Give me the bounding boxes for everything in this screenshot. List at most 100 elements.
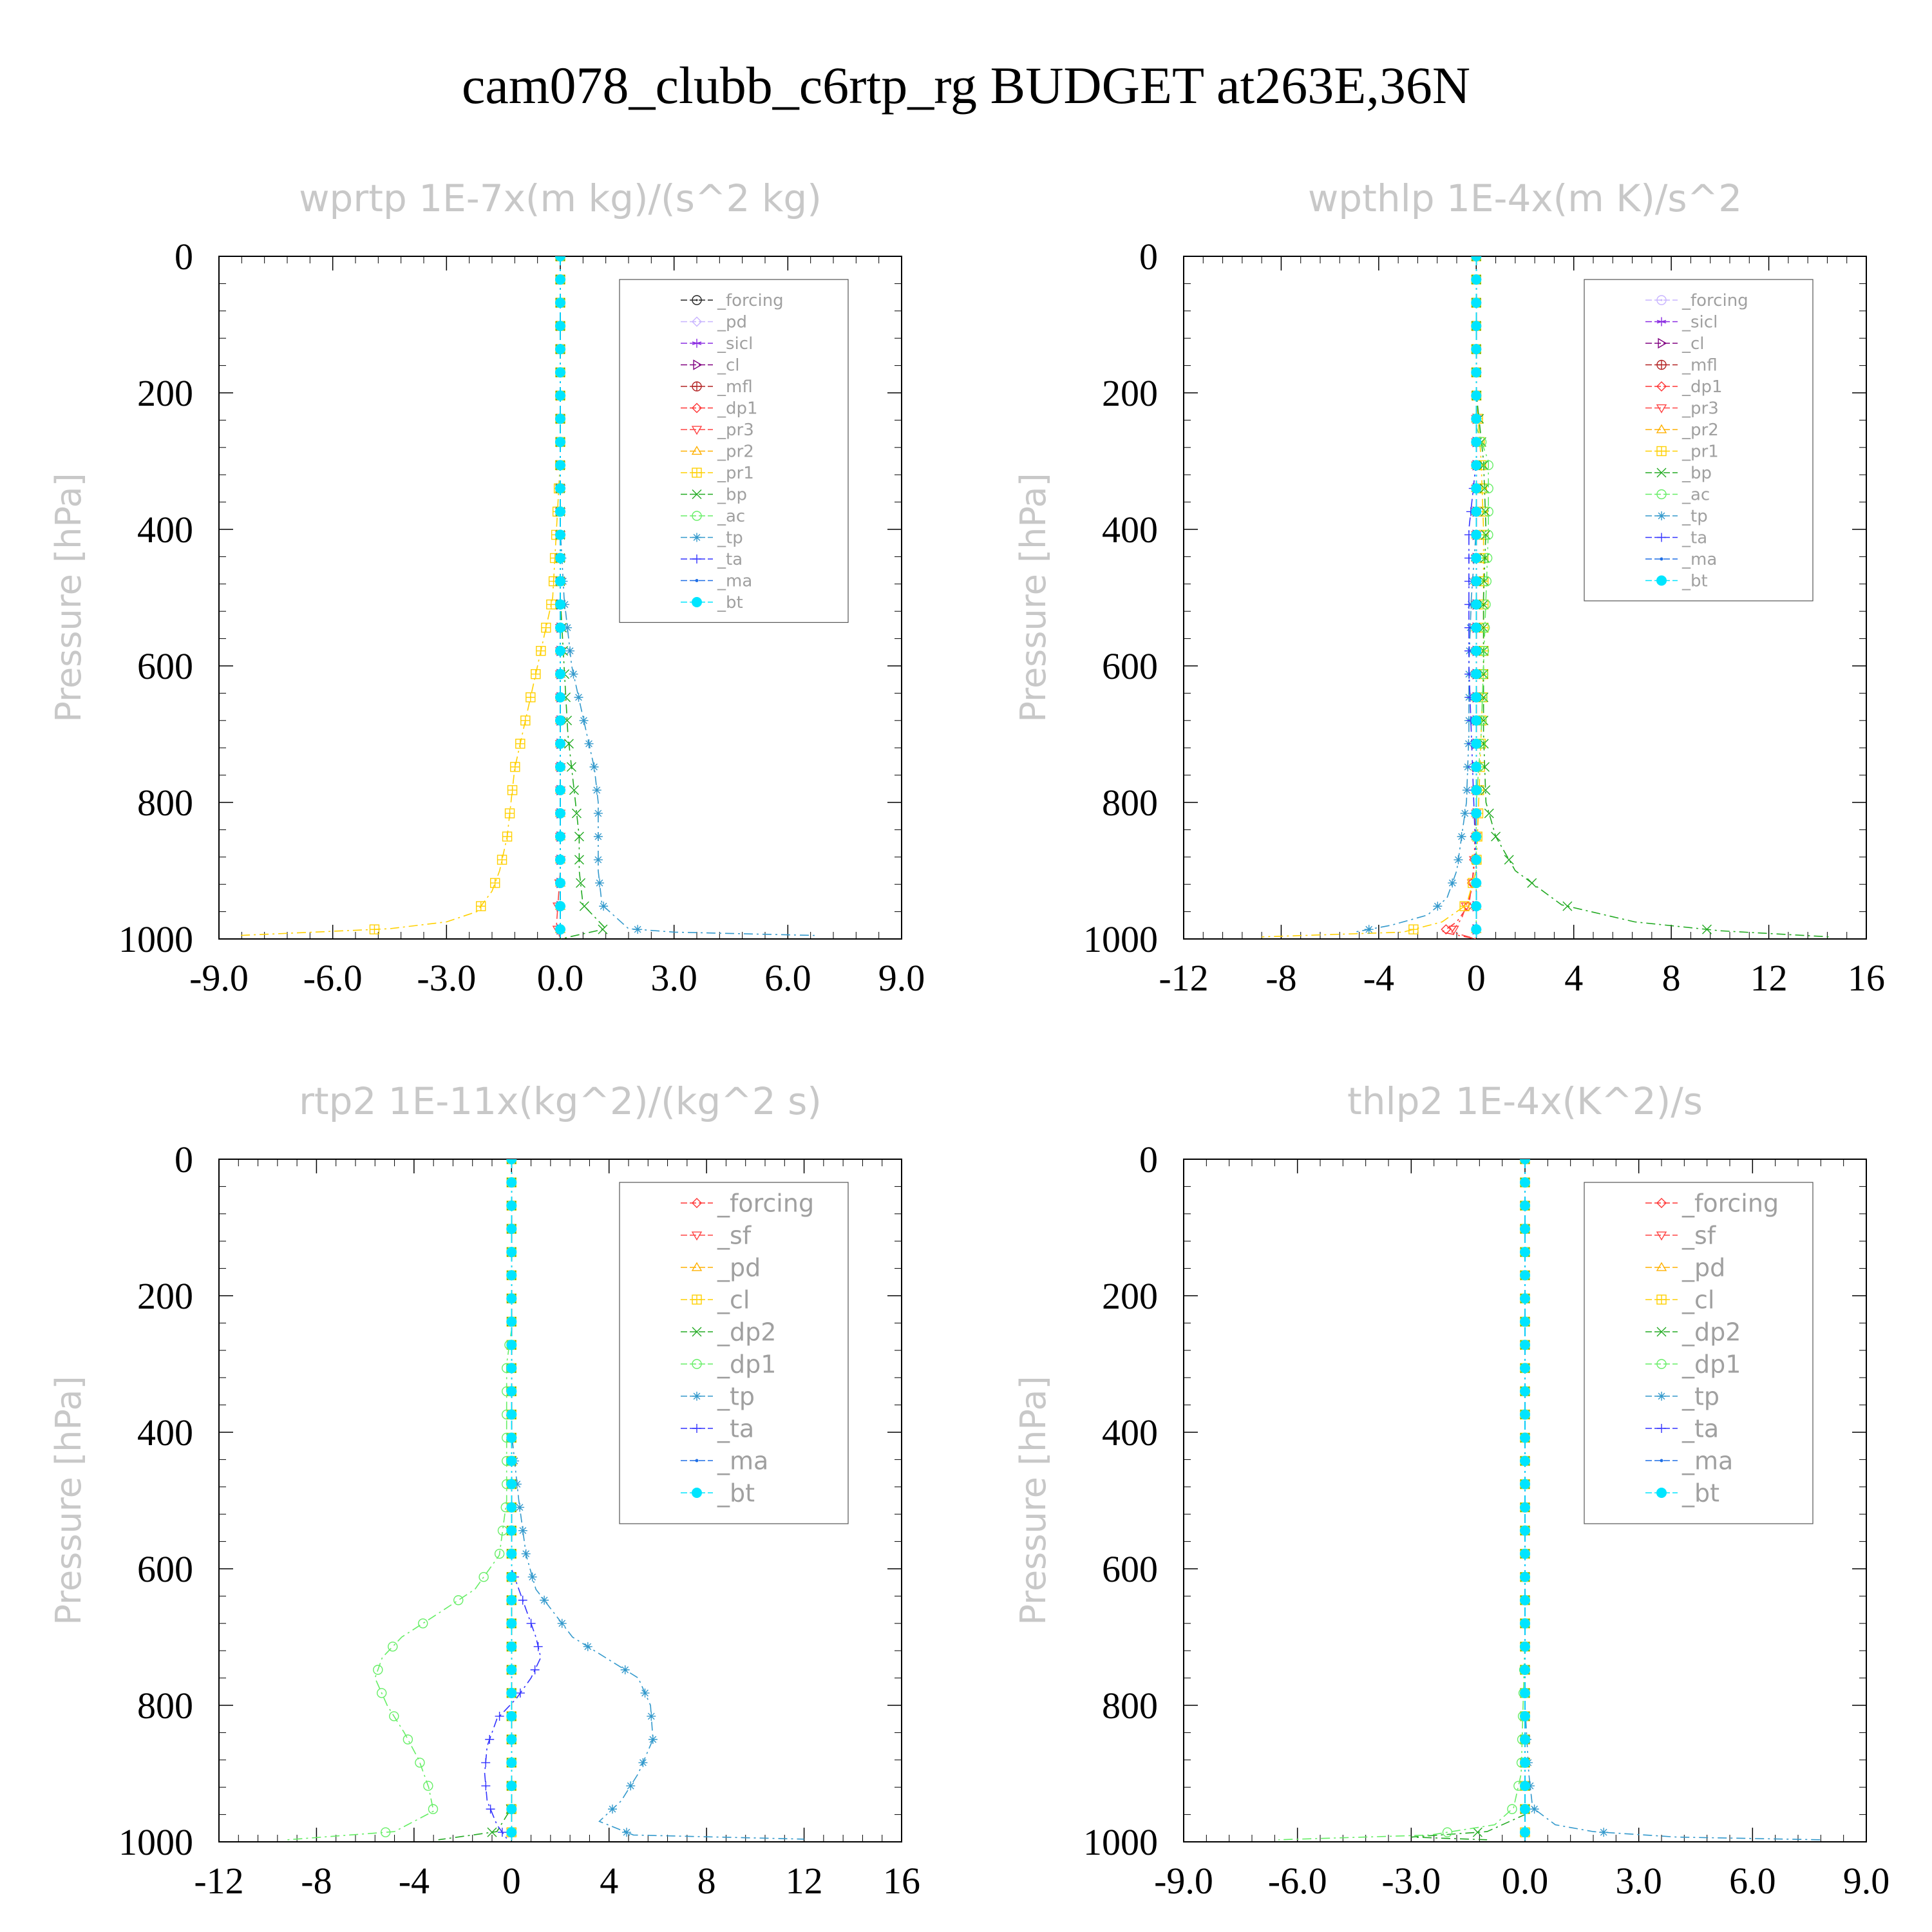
series-bt-point xyxy=(1471,298,1482,308)
series-bt-point xyxy=(1471,855,1482,866)
series-bt-point xyxy=(506,1827,517,1838)
series-bt-point xyxy=(506,1363,517,1374)
legend-marker xyxy=(692,1488,702,1498)
series-bt-point xyxy=(1520,1710,1530,1721)
series-tp-point xyxy=(648,1735,658,1744)
series-bt-point xyxy=(506,1200,517,1211)
series-bt-point xyxy=(1520,1340,1530,1350)
series-pr1-point-cross xyxy=(502,832,512,841)
series-tp-point xyxy=(589,762,599,772)
series-tp-point xyxy=(563,623,573,632)
series-dp2-line xyxy=(1411,1159,1526,1841)
series-bt-point xyxy=(555,298,565,308)
series-tp-point xyxy=(1460,808,1470,818)
series-bt-point xyxy=(506,1293,517,1304)
series-bt-point xyxy=(1520,1641,1530,1652)
series-dp1-point xyxy=(494,1548,505,1559)
x-tick-label: -8 xyxy=(1265,957,1296,999)
series-bt-point xyxy=(555,668,565,679)
x-tick-label: 12 xyxy=(1750,957,1788,999)
series-bt-point xyxy=(555,645,565,656)
legend-box xyxy=(1584,1182,1814,1524)
series-bt-point xyxy=(1520,1224,1530,1235)
legend-label: _pr3 xyxy=(717,421,754,440)
series-bt-point xyxy=(506,1386,517,1397)
y-tick-label: 0 xyxy=(175,236,193,278)
series-dp1-point xyxy=(418,1618,428,1629)
legend-marker xyxy=(1656,295,1667,305)
legend-label: _forcing xyxy=(717,1189,814,1217)
chart-panel-3: rtp2 1E-11x(kg^2)/(kg^2 s) Pressure [hPa]… xyxy=(48,1079,920,1902)
y-tick-label: 400 xyxy=(137,509,193,551)
series-pr1-line xyxy=(238,256,561,936)
legend-label: _pr2 xyxy=(717,442,754,462)
legend-marker xyxy=(1660,557,1663,561)
series-pr1-point-cross xyxy=(546,600,556,609)
series-tp-point xyxy=(595,878,605,888)
series-dp1-point xyxy=(1441,924,1452,935)
series-tp-point xyxy=(593,808,603,818)
legend-label: _ta xyxy=(717,550,743,569)
series-dp2-line xyxy=(438,1159,513,1841)
legend-label: _forcing xyxy=(1681,291,1748,310)
legend-box xyxy=(619,279,849,623)
series-bt-point xyxy=(506,1618,517,1629)
series-bt-point xyxy=(555,808,565,819)
legend-label: _ac xyxy=(717,507,745,526)
series-tp-point xyxy=(1433,902,1443,911)
series-ta-point xyxy=(526,1618,536,1628)
series-bt-point xyxy=(1471,622,1482,633)
series-tp-point xyxy=(621,1828,631,1837)
x-tick-label: 4 xyxy=(600,1860,618,1902)
legend-label: _dp1 xyxy=(717,1350,776,1378)
x-tick-label: -6.0 xyxy=(303,957,363,999)
series-dp2-point xyxy=(487,1827,497,1837)
series-bt-point xyxy=(555,506,565,517)
series-bt-point xyxy=(555,344,565,355)
legend-marker-cross xyxy=(692,468,701,477)
x-tick-label: -3.0 xyxy=(417,957,476,999)
series-bp-point xyxy=(1481,785,1491,795)
series-bt-point xyxy=(1520,1386,1530,1397)
series-bt-point xyxy=(506,1316,517,1327)
series-tp-line xyxy=(1354,256,1477,933)
legend-marker xyxy=(1656,404,1667,413)
legend-marker xyxy=(693,359,703,370)
series-dp1-point xyxy=(376,1688,387,1698)
series-bt-point xyxy=(1471,738,1482,749)
series-bt-point xyxy=(1520,1247,1530,1258)
series-bt-point xyxy=(1520,1159,1530,1164)
series-bt-point xyxy=(1471,599,1482,610)
series-bp-point xyxy=(564,739,574,749)
series-bt-point xyxy=(1520,1177,1530,1188)
y-tick-label: 200 xyxy=(137,372,193,414)
legend-label: _ma xyxy=(1681,550,1717,569)
legend-label: _tp xyxy=(717,529,743,548)
series-bt-point xyxy=(555,460,565,471)
series-bp-point xyxy=(1701,924,1712,934)
series-bt-point xyxy=(1520,1618,1530,1629)
y-tick-label: 400 xyxy=(1102,509,1158,551)
legend-label: _dp1 xyxy=(717,399,758,419)
series-tp-point xyxy=(515,1502,525,1512)
y-tick-label: 800 xyxy=(1102,1685,1158,1727)
series-tp-point xyxy=(540,1595,549,1605)
series-pr1-point-cross xyxy=(1460,902,1470,911)
y-tick-label: 600 xyxy=(137,1548,193,1590)
legend-label: _pd xyxy=(1681,1253,1725,1282)
series-ta-point xyxy=(533,1642,543,1651)
legend-marker xyxy=(1656,1231,1667,1241)
series-dp1-line xyxy=(287,1159,513,1841)
legend-marker xyxy=(691,426,703,435)
series-bt-point xyxy=(1520,1432,1530,1443)
series-bp-line xyxy=(560,256,607,939)
chart-title: wprtp 1E-7x(m kg)/(s^2 kg) xyxy=(299,176,822,220)
series-bt-point xyxy=(506,1687,517,1698)
series-tp-point xyxy=(1530,1804,1539,1814)
series-bp-point xyxy=(1562,901,1573,911)
legend-marker xyxy=(695,1459,699,1463)
series-bt-point xyxy=(1471,344,1482,355)
y-tick-label: 1000 xyxy=(118,918,193,960)
series-dp1-line xyxy=(1278,1159,1526,1841)
